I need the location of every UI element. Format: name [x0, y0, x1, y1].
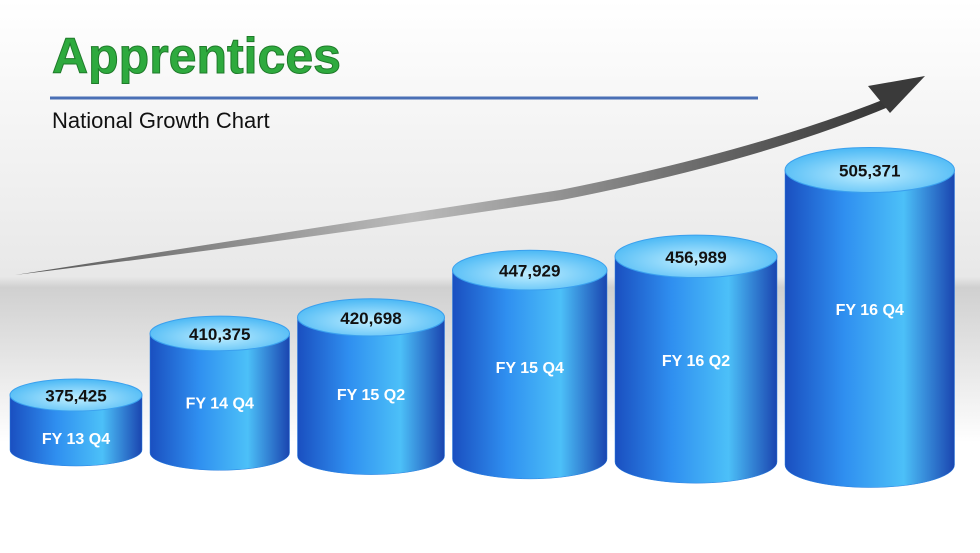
category-label: FY 15 Q4	[496, 360, 564, 377]
chart-title: Apprentices	[52, 28, 341, 84]
category-label: FY 15 Q2	[337, 387, 405, 404]
value-label: 420,698	[340, 309, 401, 328]
category-label: FY 14 Q4	[186, 395, 254, 412]
value-label: 505,371	[839, 161, 900, 180]
value-label: 456,989	[665, 248, 726, 267]
cylinder-body	[9, 394, 143, 467]
cylinder-body	[297, 317, 445, 475]
cylinder-body	[614, 256, 778, 484]
cylinder-top	[452, 249, 608, 291]
value-label: 375,425	[45, 386, 106, 405]
cylinder-top	[149, 315, 290, 352]
cylinder-body	[149, 333, 290, 471]
value-label: 447,929	[499, 262, 560, 281]
cylinder-body	[452, 269, 608, 480]
chart-subtitle: National Growth Chart	[52, 108, 270, 133]
cylinder-top	[784, 147, 955, 193]
category-label: FY 13 Q4	[42, 431, 110, 448]
trend-arrowhead	[868, 76, 925, 113]
value-label: 410,375	[189, 325, 250, 344]
category-label: FY 16 Q2	[662, 353, 730, 370]
cylinder-top	[614, 234, 778, 279]
cylinder-body	[784, 169, 955, 488]
category-label: FY 16 Q4	[836, 302, 904, 319]
cylinder-top	[297, 298, 445, 337]
cylinder-top	[9, 378, 143, 412]
